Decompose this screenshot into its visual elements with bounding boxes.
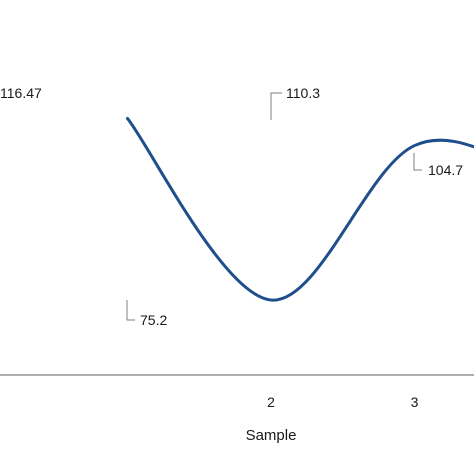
x-tick-label: 2 <box>267 394 275 410</box>
data-label-leader <box>126 300 135 321</box>
x-tick-label: 3 <box>411 394 419 410</box>
series-line <box>126 116 474 302</box>
data-labels: 116.47 75.2 110.3 104.7 <box>0 85 463 328</box>
data-label-leader <box>413 153 422 171</box>
x-axis-tick-labels: 234 <box>267 394 419 410</box>
data-label: 104.7 <box>428 162 463 178</box>
x-axis-title: Sample <box>246 427 297 444</box>
data-label-leader <box>270 92 282 120</box>
data-label: 110.3 <box>286 85 320 101</box>
data-label: 75.2 <box>140 312 167 328</box>
data-label: 116.47 <box>0 85 42 101</box>
